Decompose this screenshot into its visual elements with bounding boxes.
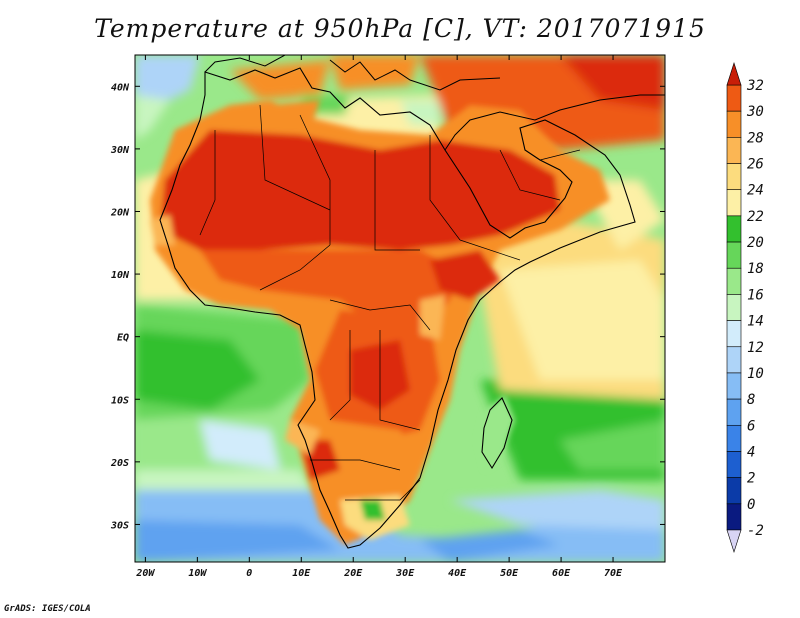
colorbar-label: 4 — [747, 444, 755, 460]
colorbar-over-triangle — [726, 62, 742, 86]
colorbar-swatch — [726, 84, 742, 112]
colorbar-swatch — [726, 189, 742, 217]
colorbar-label: 6 — [747, 418, 755, 434]
country-borders — [199, 104, 581, 501]
colorbar-swatch — [726, 267, 742, 295]
lat-tick-label: 20S — [110, 458, 129, 469]
lon-tick-label: 60E — [552, 568, 571, 579]
colorbar-label: 20 — [747, 235, 764, 251]
africa-coastline — [159, 67, 636, 549]
colorbar-swatch — [726, 215, 742, 243]
colorbar-swatch — [726, 137, 742, 164]
lat-tick-label: 10N — [111, 270, 130, 281]
lon-tick-label: 20E — [343, 568, 363, 579]
lat-tick-label: 30S — [110, 520, 129, 531]
colorbar-label: 10 — [747, 366, 764, 382]
colorbar-label: 24 — [747, 183, 764, 199]
colorbar-swatch — [726, 294, 742, 321]
colorbar-label: 26 — [747, 157, 764, 173]
lon-tick-label: 10E — [292, 568, 311, 579]
lon-tick-label: 10W — [188, 568, 207, 579]
colorbar-label: 14 — [747, 314, 764, 330]
colorbar-label: 30 — [746, 104, 764, 120]
colorbar-under-triangle — [726, 529, 742, 553]
lon-tick-label: 0 — [246, 568, 252, 579]
lat-tick-label: EQ — [117, 333, 129, 344]
lon-tick-label: 30E — [395, 568, 415, 579]
temperature-field — [135, 55, 665, 562]
colorbar-swatch — [726, 346, 742, 374]
page-title: Temperature at 950hPa [C], VT: 201707191… — [94, 14, 706, 43]
lon-tick-label: 40E — [448, 568, 467, 579]
colorbar-swatch — [726, 477, 742, 505]
lat-tick-label: 30N — [110, 145, 130, 156]
lon-tick-label: 20W — [135, 568, 155, 579]
europe-coastline — [204, 55, 501, 91]
colorbar-label: 22 — [747, 209, 764, 225]
colorbar-swatch — [726, 110, 742, 138]
colorbar-swatch — [726, 163, 742, 191]
colorbar-label: 12 — [747, 340, 764, 356]
colorbar-label: 18 — [747, 261, 764, 277]
colorbar-label: 2 — [747, 471, 755, 487]
colorbar-swatch — [726, 241, 742, 269]
credit-text: GrADS: IGES/COLA — [4, 604, 91, 614]
colorbar-swatch — [726, 503, 742, 531]
colorbar-label: 8 — [747, 392, 755, 408]
lat-tick-label: 20N — [110, 207, 130, 218]
lat-tick-label: 10S — [111, 395, 129, 406]
madagascar-coastline — [481, 397, 513, 470]
colorbar-label: 28 — [747, 130, 764, 146]
arabia-coastline — [444, 94, 665, 151]
colorbar-swatch — [726, 451, 742, 478]
longitude-axis: 20W 10W 0 10E 20E 30E 40E 50E 60E 70E — [135, 55, 623, 579]
latitude-axis: 40N 30N 20N 10N EQ 10S 20S 30S — [110, 82, 665, 531]
lon-tick-label: 70E — [604, 568, 623, 579]
colorbar-label: 0 — [747, 497, 755, 513]
lon-tick-label: 50E — [500, 568, 519, 579]
colorbar-label: 16 — [747, 287, 764, 303]
colorbar-label: 32 — [746, 78, 764, 94]
colorbar-label: -2 — [747, 523, 764, 539]
colorbar-swatch — [726, 372, 742, 400]
colorbar-swatch — [726, 320, 742, 348]
lat-tick-label: 40N — [111, 82, 130, 93]
colorbar-swatch — [726, 398, 742, 426]
colorbar-swatch — [726, 424, 742, 452]
